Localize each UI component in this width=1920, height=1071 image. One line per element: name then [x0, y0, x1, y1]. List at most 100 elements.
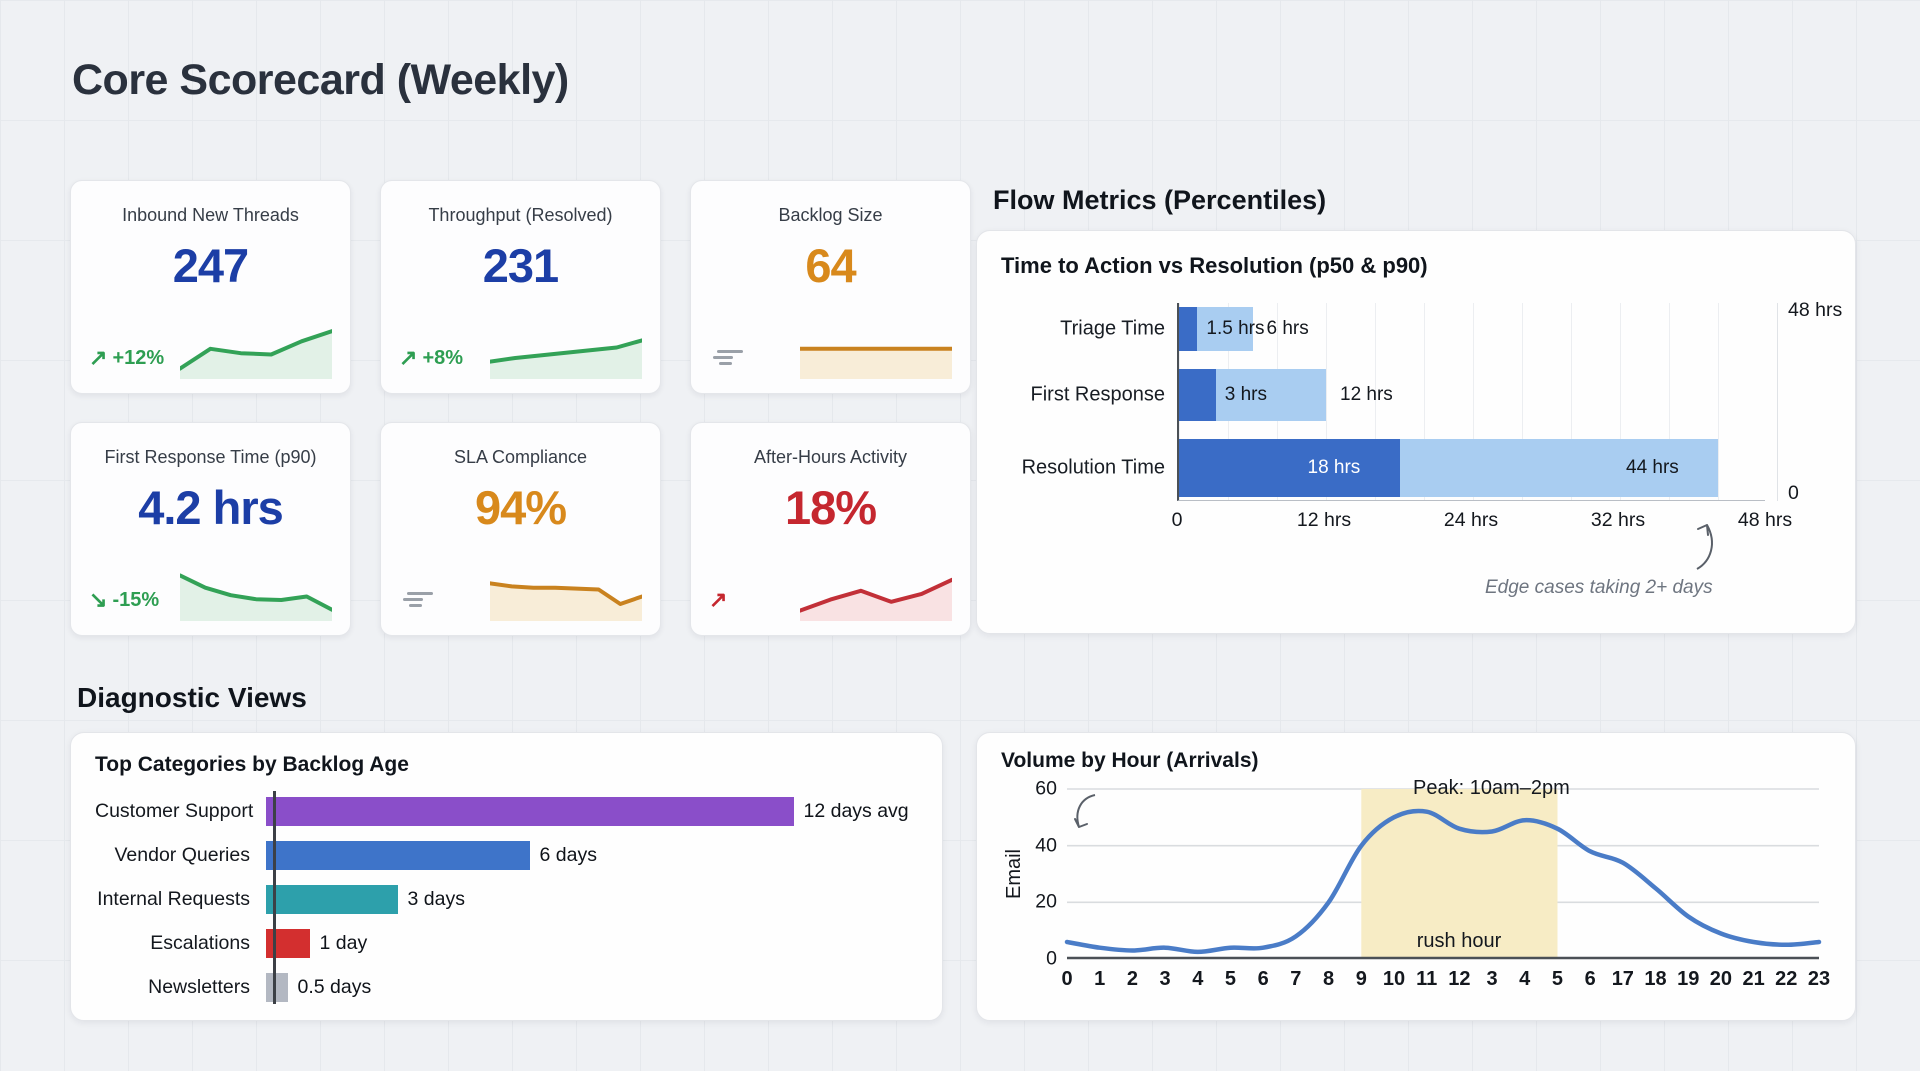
flow-bar-row: Triage Time 1.5 hrs 6 hrs — [1060, 307, 1765, 351]
x-tick-label: 1 — [1094, 968, 1106, 990]
p50-bar — [1179, 439, 1400, 497]
kpi-delta-text: -15% — [112, 588, 160, 611]
backlog-value-label: 6 days — [539, 844, 597, 866]
p50-bar — [1179, 307, 1198, 351]
kpi-card-first-response-time: First Response Time (p90) 4.2 hrs ↘ -15% — [70, 422, 351, 636]
kpi-footer: ↗ — [709, 563, 954, 621]
flow-x-axis: 0 12 hrs 24 hrs 32 hrs 48 hrs — [1172, 501, 1793, 531]
x-tick-label: 22 — [1775, 968, 1798, 990]
flow-x-tick-label: 48 hrs — [1737, 509, 1793, 531]
backlog-value-label: 1 day — [319, 932, 368, 954]
x-tick-label: 8 — [1323, 968, 1335, 990]
backlog-category-label: Vendor Queries — [114, 844, 250, 866]
backlog-panel-title: Top Categories by Backlog Age — [95, 753, 409, 776]
p50-bar — [1179, 369, 1216, 421]
backlog-axis-line — [273, 791, 276, 1004]
rush-hour-band-label: rush hour — [1416, 930, 1502, 952]
right-axis-min-label: 0 — [1788, 482, 1799, 504]
flow-panel: Time to Action vs Resolution (p50 & p90)… — [976, 230, 1856, 634]
flow-x-tick-label: 0 — [1171, 509, 1183, 531]
p90-value-label: 44 hrs — [1626, 457, 1679, 478]
flow-plot: Triage Time 1.5 hrs 6 hrs First Response 3 h… — [1022, 303, 1765, 501]
backlog-bar-row: Internal Requests 3 days — [95, 885, 918, 914]
backlog-category-label: Newsletters — [148, 976, 250, 998]
backlog-chart: Customer Support 12 days avg Vendor Querie… — [95, 791, 918, 1004]
x-tick-label: 21 — [1742, 968, 1765, 990]
y-tick-label: 60 — [1035, 777, 1057, 800]
flow-bar-row: Resolution Time 18 hrs 44 hrs — [1022, 439, 1765, 497]
volume-line — [1064, 808, 1822, 955]
trend-up-arrow-icon: ↗ — [399, 345, 418, 370]
volume-line-chart — [1064, 788, 1822, 960]
flow-category-label: Triage Time — [1060, 317, 1165, 340]
kpi-delta-text: +8% — [422, 346, 464, 369]
kpi-label: SLA Compliance — [453, 447, 588, 467]
kpi-footer — [709, 321, 954, 379]
x-tick-label: 18 — [1644, 968, 1667, 990]
kpi-card-throughput-resolved: Throughput (Resolved) 231 ↗ +8% — [380, 180, 661, 394]
flow-annotation: Edge cases taking 2+ days — [1485, 577, 1713, 598]
backlog-bar-row: Escalations 1 day — [95, 929, 918, 958]
kpi-sparkline — [178, 563, 334, 621]
kpi-footer — [399, 563, 644, 621]
x-tick-label: 4 — [1192, 968, 1204, 990]
kpi-delta: ↘ -15% — [89, 587, 159, 621]
kpi-value: 4.2 hrs — [138, 481, 284, 534]
x-tick-label: 6 — [1584, 968, 1596, 990]
flow-bar-row: First Response 3 hrs 12 hrs — [1031, 369, 1765, 421]
flow-category-label: First Response — [1030, 383, 1166, 406]
y-tick-label: 0 — [1046, 947, 1057, 970]
trend-up-arrow-icon: ↗ — [709, 587, 728, 612]
backlog-bar — [265, 841, 530, 870]
kpi-label: First Response Time (p90) — [104, 447, 317, 467]
backlog-value-label: 3 days — [407, 888, 465, 910]
volume-plot: Email rush hour Peak: 10am–2pm 60 40 20 0 0 1… — [1003, 777, 1830, 990]
backlog-panel: Top Categories by Backlog Age Customer S… — [70, 732, 943, 1021]
kpi-card-inbound-new-threads: Inbound New Threads 247 ↗ +12% — [70, 180, 351, 394]
x-tick-label: 5 — [1224, 968, 1237, 990]
x-tick-label: 6 — [1257, 968, 1269, 990]
x-tick-label: 19 — [1677, 968, 1700, 990]
kpi-value: 247 — [172, 239, 249, 292]
x-tick-label: 0 — [1061, 968, 1073, 990]
trend-up-arrow-icon: ↗ — [89, 345, 108, 370]
kpi-value: 18% — [784, 481, 877, 534]
y-tick-label: 40 — [1035, 834, 1057, 857]
kpi-value: 94% — [474, 481, 567, 534]
kpi-footer: ↗ +12% — [89, 321, 334, 379]
p90-value-label: 12 hrs — [1340, 384, 1393, 405]
kpi-delta: ↗ +8% — [399, 345, 463, 379]
x-tick-label: 11 — [1416, 968, 1438, 990]
trend-down-arrow-icon: ↘ — [89, 587, 108, 612]
flow-x-tick-label: 32 hrs — [1590, 509, 1646, 531]
peak-annotation: Peak: 10am–2pm — [1413, 777, 1570, 799]
flow-x-tick-label: 24 hrs — [1443, 509, 1499, 531]
kpi-card-backlog-size: Backlog Size 64 — [690, 180, 971, 394]
kpi-sparkline — [488, 321, 644, 379]
backlog-category-label: Escalations — [150, 932, 250, 954]
kpi-sparkline — [178, 321, 334, 379]
backlog-category-label: Customer Support — [95, 800, 254, 822]
backlog-bar — [265, 929, 310, 958]
kpi-value: 231 — [482, 239, 559, 292]
kpi-label: Backlog Size — [778, 205, 883, 225]
backlog-bar-row: Newsletters 0.5 days — [95, 973, 918, 1002]
volume-panel: Volume by Hour (Arrivals) Email rush hou… — [976, 732, 1856, 1021]
x-tick-label: 3 — [1159, 968, 1171, 990]
p90-value-label: 6 hrs — [1266, 318, 1309, 339]
x-tick-label: 7 — [1290, 968, 1302, 990]
curved-arrow-icon — [1074, 794, 1096, 828]
x-tick-label: 4 — [1519, 968, 1531, 990]
x-tick-label: 17 — [1611, 968, 1634, 990]
backlog-bar-row: Customer Support 12 days avg — [95, 797, 918, 826]
kpi-label: After-Hours Activity — [753, 447, 908, 467]
p50-value-label: 1.5 hrs — [1206, 318, 1265, 339]
flow-category-label: Resolution Time — [1021, 456, 1165, 479]
diagnostics-heading: Diagnostic Views — [77, 682, 307, 713]
x-tick-label: 20 — [1709, 968, 1733, 990]
kpi-delta-text: +12% — [112, 346, 165, 369]
x-tick-label: 9 — [1355, 968, 1367, 990]
backlog-value-label: 12 days avg — [803, 800, 909, 822]
kpi-card-sla-compliance: SLA Compliance 94% — [380, 422, 661, 636]
